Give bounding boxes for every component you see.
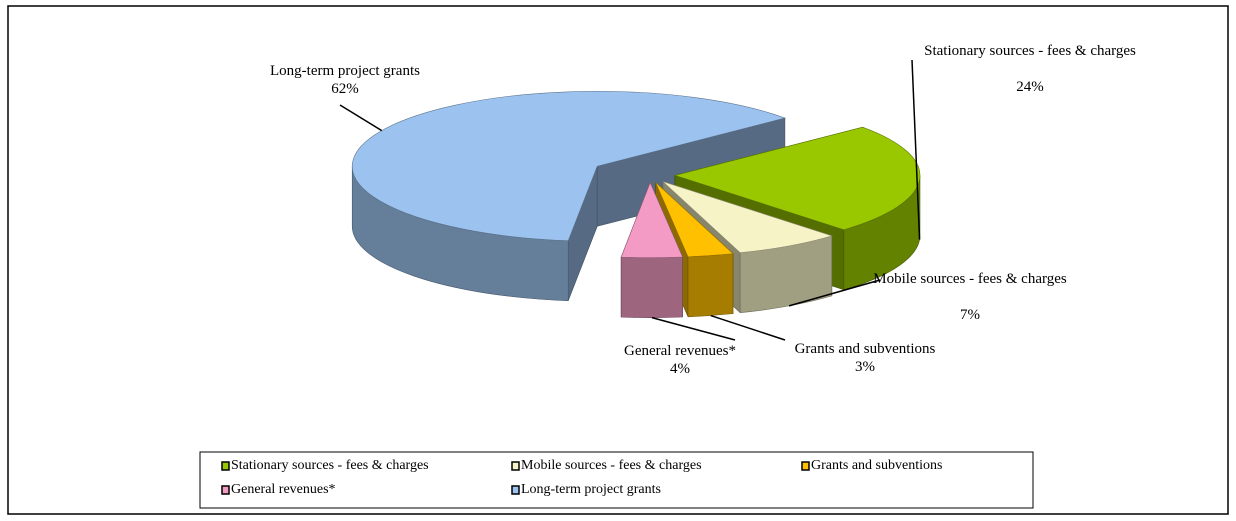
slice-top xyxy=(655,182,734,258)
legend-label: Long-term project grants xyxy=(521,482,661,497)
chart-border xyxy=(7,5,1229,515)
leader-line xyxy=(911,59,921,240)
slice-top xyxy=(620,181,684,258)
legend-swatch xyxy=(801,461,810,471)
slice xyxy=(351,90,786,302)
legend-label: Stationary sources - fees & charges xyxy=(231,458,429,473)
legend-box xyxy=(199,451,1034,509)
slice-side xyxy=(620,256,683,318)
data-label-name: Mobile sources - fees & charges xyxy=(873,271,1067,287)
leader-line xyxy=(788,279,881,307)
legend-swatch xyxy=(221,485,230,495)
slice xyxy=(620,181,684,318)
data-label-name: General revenues* xyxy=(623,343,737,359)
data-label-value: 4% xyxy=(670,361,690,377)
data-label-name: Long-term project grants xyxy=(270,63,420,79)
slice-top xyxy=(662,181,833,254)
data-label-name: Grants and subventions xyxy=(794,341,936,357)
data-label-name: Stationary sources - fees & charges xyxy=(924,43,1136,59)
data-label-value: 7% xyxy=(960,307,980,323)
legend-label: Mobile sources - fees & charges xyxy=(521,458,702,473)
slice-side xyxy=(687,253,734,318)
slice-top xyxy=(673,126,921,231)
leader-line xyxy=(710,314,786,341)
legend-swatch xyxy=(221,461,230,471)
legend-label: General revenues* xyxy=(231,482,336,497)
leader-line xyxy=(339,104,383,132)
legend-label: Grants and subventions xyxy=(811,458,942,473)
legend-swatch xyxy=(511,461,520,471)
data-label-value: 62% xyxy=(331,81,359,97)
data-label-value: 24% xyxy=(1016,79,1044,95)
legend-swatch xyxy=(511,485,520,495)
leader-line xyxy=(651,316,736,341)
data-label-value: 3% xyxy=(855,359,875,375)
